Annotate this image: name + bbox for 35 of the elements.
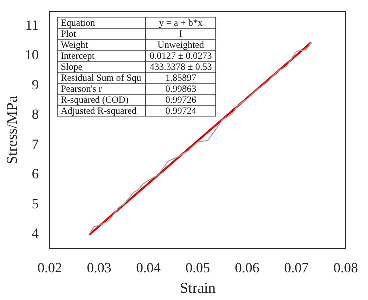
annotation: Intercept xyxy=(61,52,96,62)
annotation: y = a + b*x xyxy=(159,18,203,29)
y-tick-label: 4 xyxy=(32,227,39,242)
annotation: Slope xyxy=(61,62,83,73)
x-tick-label: 0.05 xyxy=(186,261,210,276)
x-tick-label: 0.08 xyxy=(334,261,358,276)
x-tick-label: 0.04 xyxy=(136,261,161,276)
x-tick-label: 0.03 xyxy=(87,261,112,276)
annotation: Residual Sum of Squ xyxy=(61,74,142,84)
annotation: Equation xyxy=(61,18,96,29)
annotation: Weight xyxy=(61,40,89,51)
y-tick-label: 8 xyxy=(32,108,39,124)
annotation: 0.99726 xyxy=(166,96,197,106)
annotation: 1.85897 xyxy=(166,74,197,84)
x-axis-title: Strain xyxy=(180,280,216,297)
y-tick-label: 6 xyxy=(32,168,39,183)
annotation: 433.3378 ± 0.53 xyxy=(150,62,212,73)
annotation: 0.99724 xyxy=(166,106,197,117)
annotation: I xyxy=(179,30,183,40)
annotation: R-squared (COD) xyxy=(61,96,129,106)
x-tick-label: 0.06 xyxy=(235,261,260,276)
y-tick-label: 10 xyxy=(25,48,39,64)
x-tick-label: 0.02 xyxy=(38,261,62,276)
annotation: Pearson's r xyxy=(61,84,103,95)
y-tick-label: 11 xyxy=(26,18,39,34)
annotation: Unweighted xyxy=(158,40,204,51)
y-axis-title: Stress/MPa xyxy=(4,96,21,164)
annotation: 0.0127 ± 0.0273 xyxy=(150,52,212,62)
annotation: Plot xyxy=(61,30,77,40)
annotation: Adjusted R-squared xyxy=(61,106,137,117)
y-tick-label: 5 xyxy=(32,197,39,212)
y-tick-label: 9 xyxy=(32,78,39,94)
annotation: 0.99863 xyxy=(166,84,197,95)
y-tick-label: 7 xyxy=(32,138,39,153)
x-tick-label: 0.07 xyxy=(284,261,309,276)
